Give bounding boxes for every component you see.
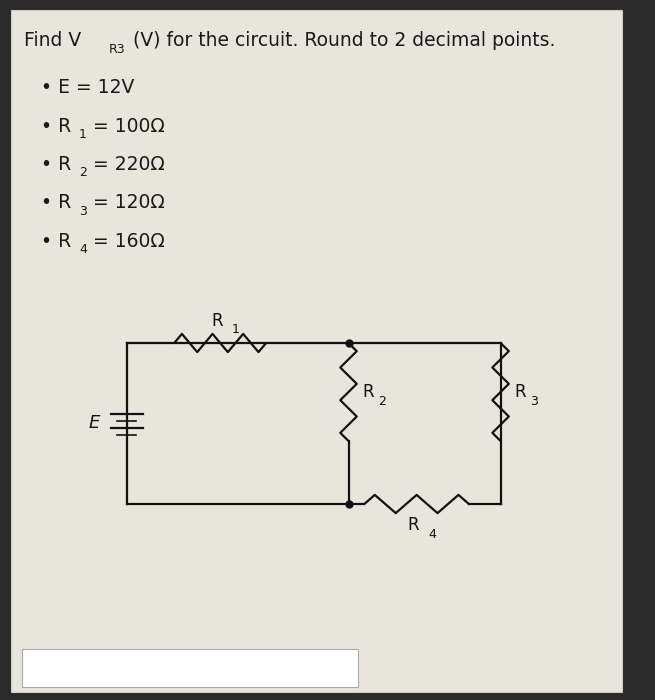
Text: • E = 12V: • E = 12V [41,78,134,97]
Text: Find V: Find V [24,31,81,50]
Text: 4: 4 [79,243,86,256]
Text: 3: 3 [79,204,86,218]
Text: 2: 2 [79,166,86,179]
Text: = 100Ω: = 100Ω [92,116,164,136]
Text: 4: 4 [428,528,436,540]
Text: • R: • R [41,116,71,136]
Text: R3: R3 [109,43,126,56]
Text: • R: • R [41,232,71,251]
Text: R: R [515,383,526,401]
Text: • R: • R [41,193,71,213]
FancyBboxPatch shape [22,649,358,687]
Text: 2: 2 [379,395,386,407]
Text: R: R [407,516,419,534]
Text: 3: 3 [531,395,538,407]
Text: = 120Ω: = 120Ω [92,193,164,213]
Text: 1: 1 [79,127,86,141]
Text: • R: • R [41,155,71,174]
Text: R: R [211,312,223,330]
FancyBboxPatch shape [11,10,622,692]
Text: (V) for the circuit. Round to 2 decimal points.: (V) for the circuit. Round to 2 decimal … [133,31,555,50]
Text: = 160Ω: = 160Ω [92,232,164,251]
Text: = 220Ω: = 220Ω [92,155,164,174]
Text: E: E [88,414,100,433]
Text: 1: 1 [232,323,240,336]
Text: R: R [362,383,374,401]
